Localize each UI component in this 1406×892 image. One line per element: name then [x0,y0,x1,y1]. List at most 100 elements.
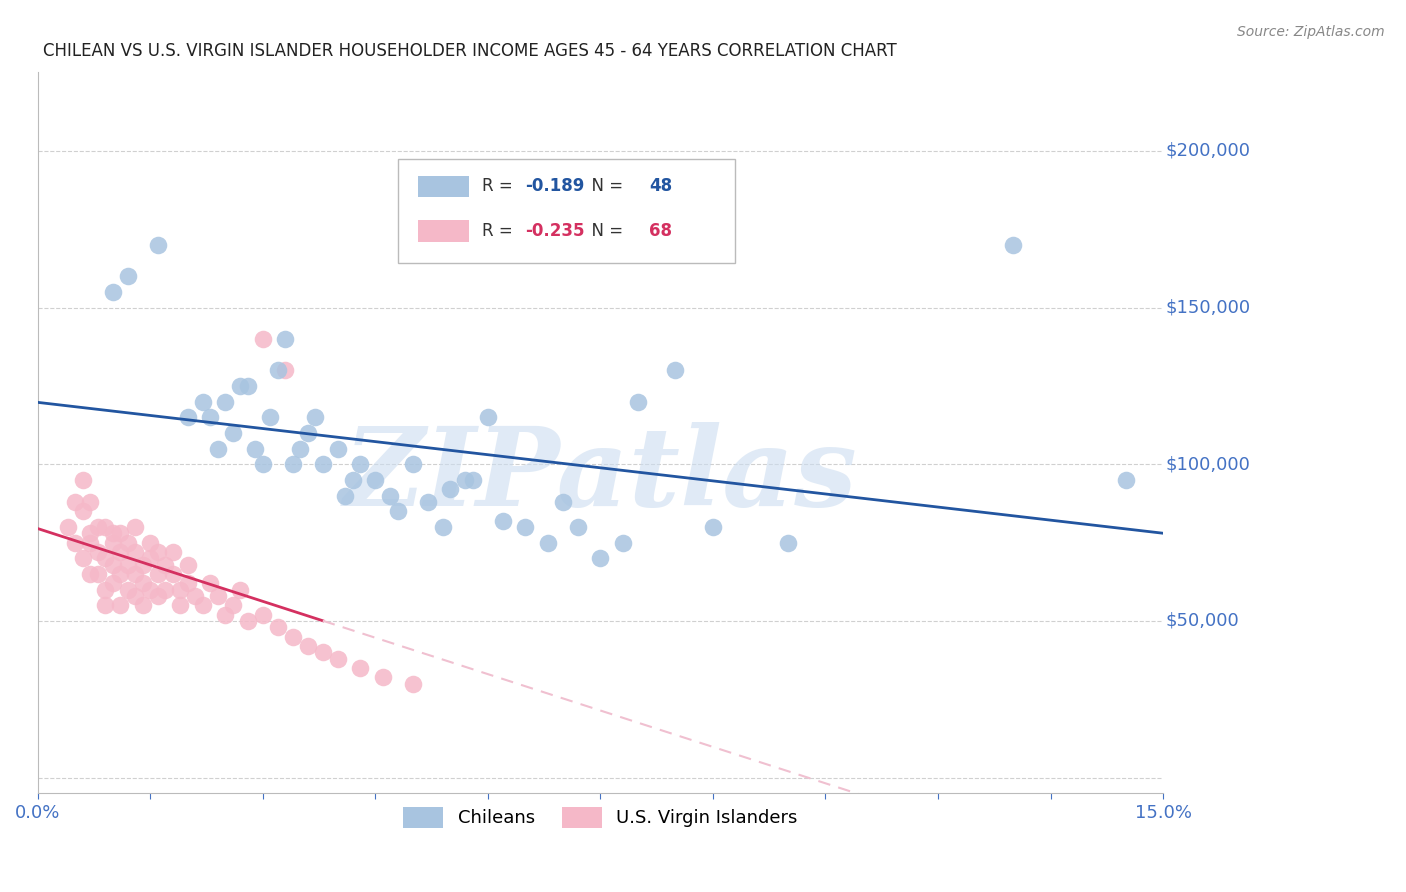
Point [110,526,132,541]
Point [245,442,267,456]
Text: $150,000: $150,000 [1166,299,1250,317]
Text: -0.235: -0.235 [524,222,585,240]
Point [416,495,439,509]
Point [169,599,191,613]
Point [200,410,222,425]
Point [335,489,357,503]
Point [567,520,589,534]
Point [380,489,402,503]
Point [371,670,394,684]
Point [124,589,146,603]
Point [94,551,117,566]
Text: 48: 48 [648,178,672,195]
Point [402,676,425,690]
Point [169,582,191,597]
Point [259,410,281,425]
Point [72,473,94,487]
Text: N =: N = [581,178,628,195]
Point [79,566,101,581]
Point [110,599,132,613]
Point [101,285,124,299]
Point [86,566,108,581]
Point [146,566,169,581]
Point [461,473,484,487]
Point [56,520,79,534]
Point [117,535,139,549]
Point [364,473,387,487]
Point [252,332,274,346]
Point [776,535,799,549]
Point [477,410,499,425]
Point [454,473,477,487]
Point [79,495,101,509]
Point [439,483,461,497]
Point [236,614,259,628]
Point [94,582,117,597]
Point [432,520,454,534]
Point [402,457,425,471]
Point [63,535,86,549]
Point [627,394,650,409]
Text: $50,000: $50,000 [1166,612,1239,630]
Point [124,566,146,581]
Point [281,457,304,471]
Text: R =: R = [482,178,519,195]
Point [297,639,319,653]
Point [312,645,335,659]
Point [101,526,124,541]
Point [326,651,349,665]
Point [281,630,304,644]
Text: R =: R = [482,222,519,240]
Point [236,379,259,393]
Point [252,457,274,471]
Point [79,535,101,549]
Point [349,661,371,675]
Point [101,535,124,549]
FancyBboxPatch shape [418,176,468,197]
Point [229,379,252,393]
Point [177,410,200,425]
Point [177,558,200,572]
Point [326,442,349,456]
Text: 68: 68 [648,222,672,240]
Point [139,551,162,566]
Point [162,566,184,581]
Point [146,237,169,252]
Point [162,545,184,559]
Point [207,442,229,456]
Point [664,363,686,377]
Point [146,545,169,559]
Point [117,582,139,597]
Point [124,520,146,534]
Text: $100,000: $100,000 [1166,455,1250,474]
Point [515,520,537,534]
Point [551,495,574,509]
Point [110,545,132,559]
Point [146,589,169,603]
Point [492,514,515,528]
Point [63,495,86,509]
FancyBboxPatch shape [398,159,735,263]
Point [94,520,117,534]
Point [191,394,214,409]
Point [214,394,236,409]
Point [155,582,177,597]
Point [274,332,297,346]
Point [184,589,207,603]
Point [612,535,634,549]
Point [94,599,117,613]
FancyBboxPatch shape [418,220,468,242]
Point [86,520,108,534]
Point [1002,237,1025,252]
Point [117,558,139,572]
Point [132,599,155,613]
Point [139,582,162,597]
Point [349,457,371,471]
Point [274,363,297,377]
Point [191,599,214,613]
Legend: Chileans, U.S. Virgin Islanders: Chileans, U.S. Virgin Islanders [396,799,804,835]
Point [214,607,236,622]
Point [155,558,177,572]
Point [589,551,612,566]
Point [72,504,94,518]
